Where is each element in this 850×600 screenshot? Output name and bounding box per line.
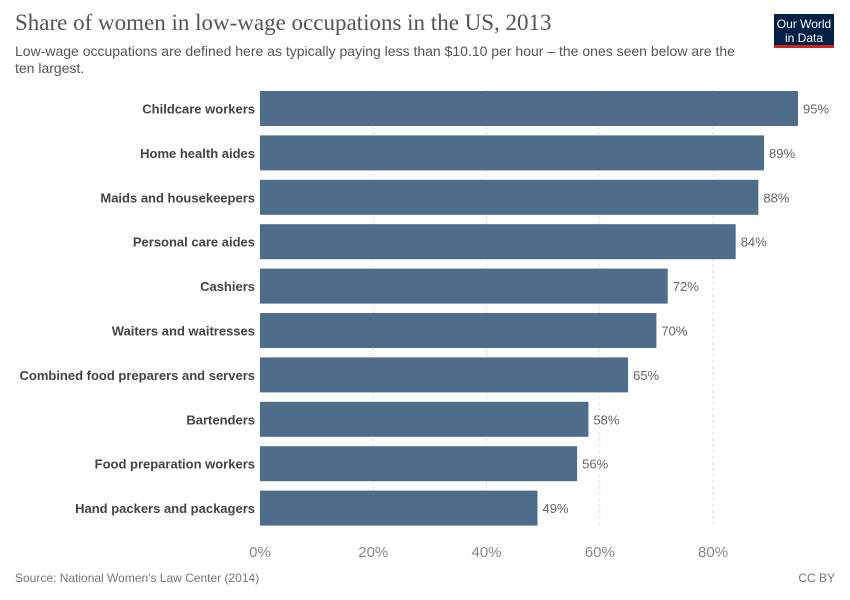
x-tick-label-80: 80% (698, 544, 728, 561)
category-label-personal-care-aides: Personal care aides (133, 235, 255, 250)
bar-food-preparation-workers (260, 446, 578, 482)
bar-home-health-aides (260, 135, 765, 171)
value-label-food-preparation-workers: 56% (582, 457, 608, 472)
value-label-waiters-and-waitresses: 70% (661, 324, 687, 339)
category-label-maids-and-housekeepers: Maids and housekeepers (100, 190, 255, 205)
category-label-food-preparation-workers: Food preparation workers (95, 457, 255, 472)
logo-line-1: Our World (776, 17, 832, 31)
x-tick-label-20: 20% (358, 544, 388, 561)
value-label-personal-care-aides: 84% (741, 235, 767, 250)
bar-cashiers (260, 268, 668, 304)
value-label-cashiers: 72% (673, 279, 699, 294)
bar-maids-and-housekeepers (260, 179, 759, 215)
x-tick-label-0: 0% (249, 544, 271, 561)
logo-line-2: in Data (784, 31, 824, 45)
bar-combined-food-preparers-and-servers (260, 357, 629, 393)
bar-childcare-workers (260, 91, 798, 126)
x-tick-label-60: 60% (585, 544, 615, 561)
chart-subtitle: Low-wage occupations are defined here as… (15, 43, 735, 76)
license-link[interactable]: CC BY (798, 571, 835, 585)
category-label-childcare-workers: Childcare workers (142, 102, 255, 117)
bar-hand-packers-and-packagers (260, 490, 538, 526)
bar-waiters-and-waitresses (260, 313, 657, 348)
category-label-hand-packers-and-packagers: Hand packers and packagers (75, 501, 255, 516)
bar-personal-care-aides (260, 224, 736, 260)
value-label-bartenders: 58% (593, 412, 619, 427)
value-label-maids-and-housekeepers: 88% (763, 190, 789, 205)
chart-title: Share of women in low-wage occupations i… (15, 10, 552, 35)
value-label-home-health-aides: 89% (769, 146, 795, 161)
bar-bartenders (260, 401, 589, 437)
category-label-combined-food-preparers-and-servers: Combined food preparers and servers (19, 368, 255, 383)
value-label-combined-food-preparers-and-servers: 65% (633, 368, 659, 383)
category-label-waiters-and-waitresses: Waiters and waitresses (112, 324, 255, 339)
category-label-home-health-aides: Home health aides (140, 146, 255, 161)
x-tick-label-40: 40% (472, 544, 502, 561)
source-note: Source: National Women's Law Center (201… (15, 571, 260, 585)
category-label-cashiers: Cashiers (200, 279, 255, 294)
value-label-childcare-workers: 95% (803, 102, 829, 117)
owid-logo[interactable]: Our World in Data (774, 14, 834, 48)
value-label-hand-packers-and-packagers: 49% (542, 501, 568, 516)
category-label-bartenders: Bartenders (186, 412, 255, 427)
